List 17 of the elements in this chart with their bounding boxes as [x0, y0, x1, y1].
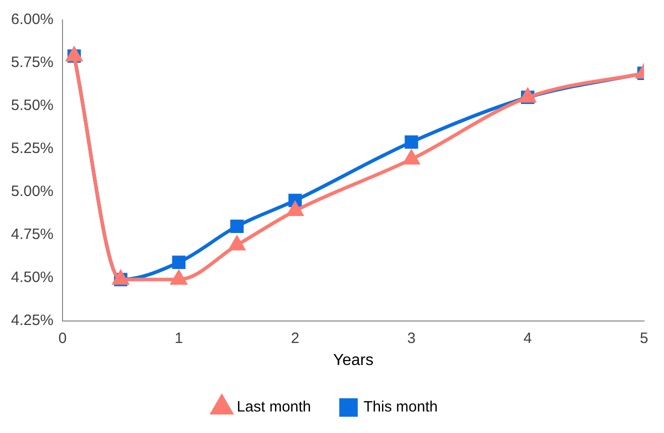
x-tick-label: 1 — [174, 330, 183, 347]
x-tick-label: 2 — [290, 330, 300, 347]
y-tick-label: 4.50% — [10, 268, 54, 286]
x-tick-label: 0 — [58, 330, 67, 347]
x-axis-title: Years — [333, 352, 374, 369]
x-tick-label: 4 — [524, 330, 532, 347]
y-tick-label: 5.00% — [10, 183, 54, 200]
legend-label: This month — [364, 398, 438, 416]
x-tick-label: 3 — [407, 330, 416, 347]
y-tick-label: 5.25% — [10, 140, 54, 158]
legend-label: Last month — [236, 398, 312, 416]
y-tick-label: 6.00% — [10, 11, 54, 28]
y-tick-label: 4.75% — [10, 226, 54, 243]
y-tick-label: 5.75% — [10, 54, 54, 72]
y-tick-label: 5.50% — [10, 97, 54, 114]
x-tick-label: 5 — [640, 330, 648, 347]
y-tick-label: 4.25% — [10, 312, 54, 329]
